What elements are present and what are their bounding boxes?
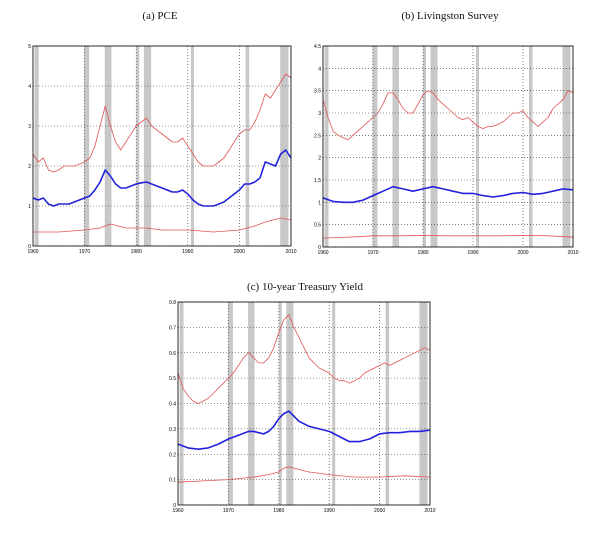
recession-band (227, 302, 233, 505)
y-tick-label: 0.8 (169, 300, 176, 306)
recession-band (190, 46, 194, 246)
x-tick-label: 2000 (517, 250, 528, 256)
plot-frame (177, 301, 431, 506)
plot-frame (32, 45, 292, 247)
x-tick-label: 1960 (317, 250, 328, 256)
y-tick-label: 3.5 (314, 89, 321, 95)
x-tick-label: 1970 (367, 250, 378, 256)
chart-title: (b) Livingston Survey (401, 10, 499, 22)
x-tick-label: 2010 (424, 508, 435, 514)
recession-band (104, 46, 112, 246)
y-tick-label: 0 (173, 503, 176, 509)
recession-band (136, 46, 140, 246)
x-tick-label: 1970 (79, 249, 90, 255)
recession-band (248, 302, 255, 505)
y-tick-label: 4.5 (314, 44, 321, 50)
recession-band (385, 302, 390, 505)
y-tick-label: 3 (318, 111, 321, 117)
recession-band (280, 46, 289, 246)
recession-band (476, 46, 479, 247)
x-tick-label: 2010 (285, 249, 296, 255)
series-line-2 (322, 234, 574, 239)
series-line-0 (32, 73, 292, 173)
chart-title: (c) 10-year Treasury Yield (247, 281, 363, 293)
series-line-1 (177, 410, 431, 451)
series-line-1 (32, 149, 292, 207)
recession-band (332, 302, 336, 505)
recession-band (529, 46, 533, 247)
recession-band (84, 46, 90, 246)
x-tick-label: 1980 (417, 250, 428, 256)
x-tick-label: 1960 (27, 249, 38, 255)
y-tick-label: 0.2 (169, 452, 176, 458)
y-tick-label: 0.4 (169, 402, 176, 408)
recession-band (372, 46, 378, 247)
x-tick-label: 2010 (567, 250, 578, 256)
y-tick-label: 0.7 (169, 325, 176, 331)
x-tick-label: 1960 (172, 508, 183, 514)
y-tick-label: 4 (28, 84, 31, 90)
series-line-0 (322, 90, 574, 141)
y-tick-label: 1 (318, 200, 321, 206)
y-tick-label: 5 (28, 44, 31, 50)
recession-band (430, 46, 438, 247)
recession-band (562, 46, 571, 247)
y-tick-label: 2 (28, 164, 31, 170)
series-line-0 (177, 314, 431, 404)
y-tick-label: 2 (318, 156, 321, 162)
y-tick-label: 1.5 (314, 178, 321, 184)
y-tick-label: 0 (28, 244, 31, 250)
series-line-2 (33, 217, 292, 233)
series-line-1 (322, 185, 574, 204)
series-line-2 (177, 466, 431, 483)
y-tick-label: 0.6 (169, 351, 176, 357)
recession-band (34, 46, 39, 246)
y-tick-label: 0.1 (169, 478, 176, 484)
recession-band (423, 46, 426, 247)
recession-band (324, 46, 329, 247)
x-tick-label: 2000 (374, 508, 385, 514)
x-tick-label: 1980 (131, 249, 142, 255)
recession-band (245, 46, 250, 246)
x-tick-label: 2000 (234, 249, 245, 255)
y-tick-label: 0.5 (314, 223, 321, 229)
recession-band (392, 46, 399, 247)
y-tick-label: 2.5 (314, 133, 321, 139)
y-tick-label: 3 (28, 124, 31, 130)
recession-band (143, 46, 152, 246)
y-tick-label: 0 (318, 245, 321, 251)
x-tick-label: 1990 (182, 249, 193, 255)
x-tick-label: 1990 (324, 508, 335, 514)
x-tick-label: 1980 (273, 508, 284, 514)
x-tick-label: 1990 (467, 250, 478, 256)
y-tick-label: 4 (318, 66, 321, 72)
chart-title: (a) PCE (142, 10, 178, 22)
recession-band (419, 302, 428, 505)
x-tick-label: 1970 (223, 508, 234, 514)
plot-frame (322, 45, 574, 248)
y-tick-label: 1 (28, 204, 31, 210)
y-tick-label: 0.5 (169, 376, 176, 382)
y-tick-label: 0.3 (169, 427, 176, 433)
